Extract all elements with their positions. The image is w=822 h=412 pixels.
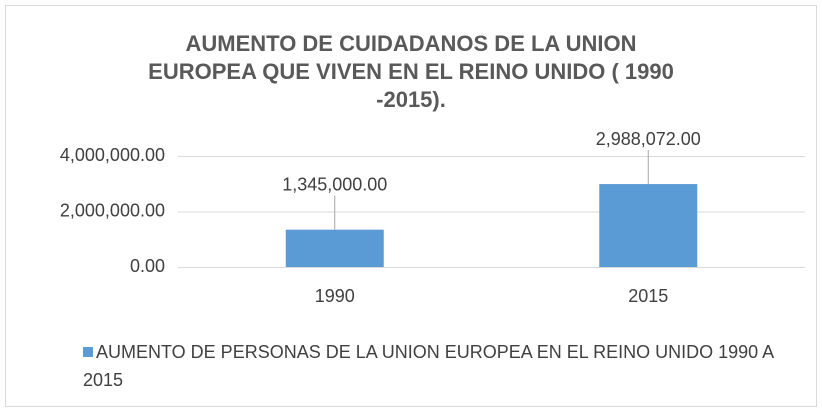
chart-border: [5, 5, 817, 407]
bar: [285, 229, 384, 267]
data-label: 1,345,000.00: [282, 174, 387, 194]
legend-swatch: [83, 347, 93, 357]
legend-label: AUMENTO DE PERSONAS DE LA UNION EUROPEA …: [83, 342, 774, 390]
y-tick-label: 2,000,000.00: [60, 200, 165, 220]
y-tick-label: 0.00: [130, 256, 165, 276]
legend: AUMENTO DE PERSONAS DE LA UNION EUROPEA …: [83, 338, 783, 394]
bar: [599, 184, 698, 267]
chart-title: AUMENTO DE CUIDADANOS DE LA UNION EUROPE…: [148, 31, 674, 112]
y-tick-label: 4,000,000.00: [60, 145, 165, 165]
data-label: 2,988,072.00: [596, 129, 701, 149]
x-tick-label: 1990: [315, 286, 355, 306]
x-tick-label: 2015: [628, 286, 668, 306]
